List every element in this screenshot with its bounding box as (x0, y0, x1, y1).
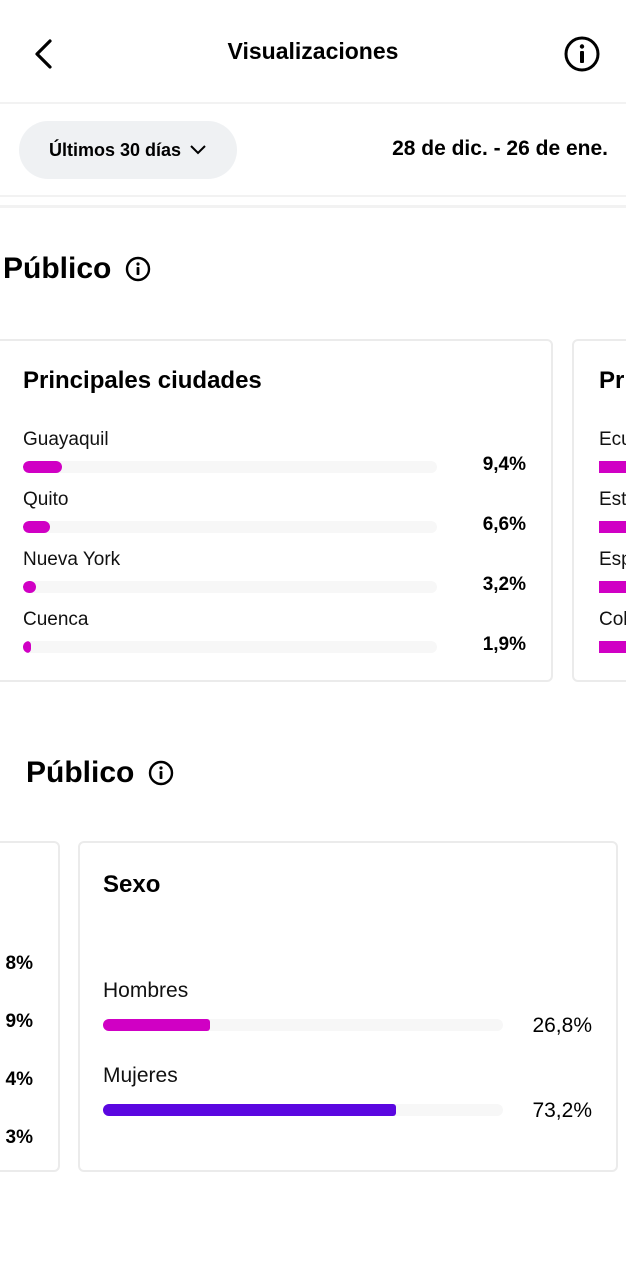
city-bar-fill (23, 461, 62, 473)
country-bar-fill (599, 521, 626, 533)
city-bar-track (23, 461, 437, 473)
info-icon[interactable] (563, 35, 601, 73)
period-label: Últimos 30 días (48, 139, 182, 160)
period-dropdown[interactable]: Últimos 30 días (19, 121, 237, 179)
country-bar-fill (599, 581, 626, 593)
city-bar-track (23, 641, 437, 653)
top-countries-card-partial[interactable]: Pr Ecu Est Esp Col (572, 339, 626, 682)
country-label: Est (599, 489, 626, 510)
sex-percent: 26,8% (532, 1014, 592, 1037)
page-title: Visualizaciones (227, 38, 399, 64)
age-percent: 8% (5, 953, 33, 974)
sex-card: Sexo Hombres 26,8% Mujeres 73,2% (78, 841, 618, 1172)
city-percent: 3,2% (482, 574, 526, 595)
sex-bar-fill (103, 1104, 396, 1116)
card-title: Principales ciudades (23, 367, 262, 394)
sex-label: Mujeres (103, 1064, 178, 1087)
city-bar-fill (23, 641, 31, 653)
age-card-partial[interactable]: 8% 9% 4% 3% (0, 841, 60, 1172)
city-bar-fill (23, 581, 37, 593)
sex-label: Hombres (103, 979, 189, 1002)
info-icon[interactable] (148, 760, 174, 786)
date-range: 28 de dic. - 26 de ene. (392, 137, 608, 160)
divider (0, 102, 626, 104)
divider (0, 205, 626, 208)
city-label: Quito (23, 489, 69, 510)
section-title: Público (3, 252, 151, 286)
city-bar-fill (23, 521, 51, 533)
divider (0, 195, 626, 197)
country-label: Ecu (599, 429, 626, 450)
age-percent: 3% (5, 1127, 33, 1148)
top-cities-card: Principales ciudades Guayaquil 9,4% Quito 6… (0, 339, 553, 682)
city-label: Cuenca (23, 609, 89, 630)
country-label: Esp (599, 549, 626, 570)
chevron-down-icon (190, 145, 206, 155)
country-bar-fill (599, 641, 626, 653)
section-title: Público (26, 756, 174, 790)
city-bar-track (23, 521, 437, 533)
city-label: Nueva York (23, 549, 121, 570)
card-title: Pr (599, 367, 625, 394)
sex-bar-track (103, 1104, 503, 1116)
city-percent: 1,9% (482, 634, 526, 655)
city-percent: 6,6% (482, 514, 526, 535)
info-icon[interactable] (125, 256, 151, 282)
age-percent: 4% (5, 1069, 33, 1090)
city-bar-track (23, 581, 437, 593)
sex-bar-fill (103, 1019, 211, 1031)
city-percent: 9,4% (482, 454, 526, 475)
city-label: Guayaquil (23, 429, 109, 450)
sex-percent: 73,2% (532, 1099, 592, 1122)
back-chevron-icon[interactable] (30, 38, 58, 70)
country-label: Col (599, 609, 626, 630)
age-percent: 9% (5, 1011, 33, 1032)
sex-bar-track (103, 1019, 503, 1031)
card-title: Sexo (103, 871, 161, 898)
country-bar-fill (599, 461, 626, 473)
